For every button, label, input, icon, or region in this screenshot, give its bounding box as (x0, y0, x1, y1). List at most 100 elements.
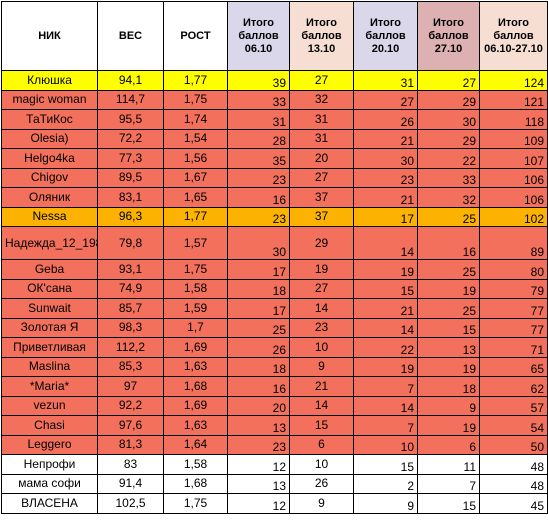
cell-height[interactable]: 1,69 (163, 395, 228, 416)
cell-weight[interactable]: 114,7 (97, 89, 164, 110)
cell-week-1[interactable]: 12 (227, 454, 290, 475)
cell-height[interactable]: 1,64 (163, 434, 228, 455)
cell-height[interactable]: 1,54 (163, 128, 228, 149)
cell-height[interactable]: 1,69 (163, 337, 228, 358)
cell-week-3[interactable]: 7 (353, 415, 418, 436)
cell-weight[interactable]: 97,6 (97, 415, 164, 436)
cell-weight[interactable]: 95,5 (97, 109, 164, 130)
cell-week-2[interactable]: 14 (289, 395, 354, 416)
cell-week-4[interactable]: 19 (417, 356, 480, 377)
cell-total[interactable]: 62 (479, 376, 548, 397)
cell-week-3[interactable]: 23 (353, 167, 418, 188)
cell-height[interactable]: 1,63 (163, 356, 228, 377)
cell-weight[interactable]: 74,9 (97, 278, 164, 299)
cell-nick[interactable]: ТаТиКос (1, 109, 98, 130)
cell-nick[interactable]: Nessa (1, 206, 98, 227)
cell-height[interactable]: 1,68 (163, 376, 228, 397)
cell-week-2[interactable]: 26 (289, 473, 354, 494)
cell-week-2[interactable]: 29 (289, 226, 354, 260)
cell-height[interactable]: 1,67 (163, 167, 228, 188)
cell-week-4[interactable]: 6 (417, 434, 480, 455)
cell-weight[interactable]: 89,5 (97, 167, 164, 188)
cell-week-3[interactable]: 27 (353, 89, 418, 110)
cell-week-1[interactable]: 13 (227, 473, 290, 494)
cell-week-1[interactable]: 18 (227, 356, 290, 377)
cell-week-1[interactable]: 31 (227, 109, 290, 130)
cell-nick[interactable]: Оляник (1, 187, 98, 208)
column-header-week-4[interactable]: Итого баллов 27.10 (417, 1, 480, 71)
cell-height[interactable]: 1,63 (163, 415, 228, 436)
cell-week-4[interactable]: 15 (417, 317, 480, 338)
cell-week-4[interactable]: 19 (417, 278, 480, 299)
cell-week-3[interactable]: 14 (353, 226, 418, 260)
cell-nick[interactable]: Непрофи (1, 454, 98, 475)
cell-week-3[interactable]: 21 (353, 128, 418, 149)
cell-total[interactable]: 65 (479, 356, 548, 377)
cell-weight[interactable]: 85,7 (97, 298, 164, 319)
cell-total[interactable]: 48 (479, 473, 548, 494)
cell-week-4[interactable]: 25 (417, 206, 480, 227)
cell-week-4[interactable]: 27 (417, 70, 480, 91)
cell-height[interactable]: 1,7 (163, 317, 228, 338)
cell-week-1[interactable]: 17 (227, 298, 290, 319)
cell-height[interactable]: 1,56 (163, 148, 228, 169)
cell-total[interactable]: 118 (479, 109, 548, 130)
cell-nick[interactable]: Leggero (1, 434, 98, 455)
cell-week-3[interactable]: 30 (353, 148, 418, 169)
cell-week-4[interactable]: 29 (417, 89, 480, 110)
cell-nick[interactable]: ВЛАСЕНА (1, 493, 98, 514)
cell-week-4[interactable]: 18 (417, 376, 480, 397)
cell-total[interactable]: 54 (479, 415, 548, 436)
cell-week-4[interactable]: 15 (417, 493, 480, 514)
cell-week-3[interactable]: 17 (353, 206, 418, 227)
cell-week-3[interactable]: 9 (353, 493, 418, 514)
cell-week-1[interactable]: 16 (227, 376, 290, 397)
cell-week-4[interactable]: 25 (417, 298, 480, 319)
cell-week-2[interactable]: 23 (289, 317, 354, 338)
cell-week-2[interactable]: 21 (289, 376, 354, 397)
cell-week-1[interactable]: 26 (227, 337, 290, 358)
cell-nick[interactable]: *Maria* (1, 376, 98, 397)
cell-weight[interactable]: 83 (97, 454, 164, 475)
cell-height[interactable]: 1,65 (163, 187, 228, 208)
cell-weight[interactable]: 94,1 (97, 70, 164, 91)
cell-height[interactable]: 1,58 (163, 454, 228, 475)
cell-total[interactable]: 50 (479, 434, 548, 455)
cell-week-2[interactable]: 31 (289, 109, 354, 130)
cell-total[interactable]: 77 (479, 317, 548, 338)
cell-week-1[interactable]: 18 (227, 278, 290, 299)
cell-total[interactable]: 79 (479, 278, 548, 299)
cell-week-1[interactable]: 30 (227, 226, 290, 260)
cell-nick[interactable]: Клюшка (1, 70, 98, 91)
cell-nick[interactable]: Золотая Я (1, 317, 98, 338)
cell-total[interactable]: 107 (479, 148, 548, 169)
cell-week-3[interactable]: 22 (353, 337, 418, 358)
cell-week-4[interactable]: 33 (417, 167, 480, 188)
cell-week-2[interactable]: 9 (289, 356, 354, 377)
cell-week-2[interactable]: 14 (289, 298, 354, 319)
cell-week-3[interactable]: 7 (353, 376, 418, 397)
cell-total[interactable]: 71 (479, 337, 548, 358)
cell-weight[interactable]: 91,4 (97, 473, 164, 494)
cell-week-2[interactable]: 27 (289, 70, 354, 91)
cell-height[interactable]: 1,77 (163, 70, 228, 91)
cell-nick[interactable]: vezun (1, 395, 98, 416)
cell-nick[interactable]: Olesia) (1, 128, 98, 149)
cell-weight[interactable]: 98,3 (97, 317, 164, 338)
column-header-weight[interactable]: ВЕС (97, 1, 164, 71)
cell-week-1[interactable]: 17 (227, 259, 290, 280)
cell-nick[interactable]: Maslina (1, 356, 98, 377)
cell-total[interactable]: 121 (479, 89, 548, 110)
cell-nick[interactable]: Надежда_12_1983 (1, 226, 98, 260)
cell-weight[interactable]: 85,3 (97, 356, 164, 377)
cell-week-3[interactable]: 26 (353, 109, 418, 130)
cell-height[interactable]: 1,75 (163, 259, 228, 280)
cell-weight[interactable]: 97 (97, 376, 164, 397)
cell-weight[interactable]: 112,2 (97, 337, 164, 358)
column-header-week-2[interactable]: Итого баллов 13.10 (289, 1, 354, 71)
cell-weight[interactable]: 81,3 (97, 434, 164, 455)
cell-week-4[interactable]: 22 (417, 148, 480, 169)
cell-weight[interactable]: 77,3 (97, 148, 164, 169)
cell-week-2[interactable]: 27 (289, 278, 354, 299)
cell-week-2[interactable]: 10 (289, 337, 354, 358)
